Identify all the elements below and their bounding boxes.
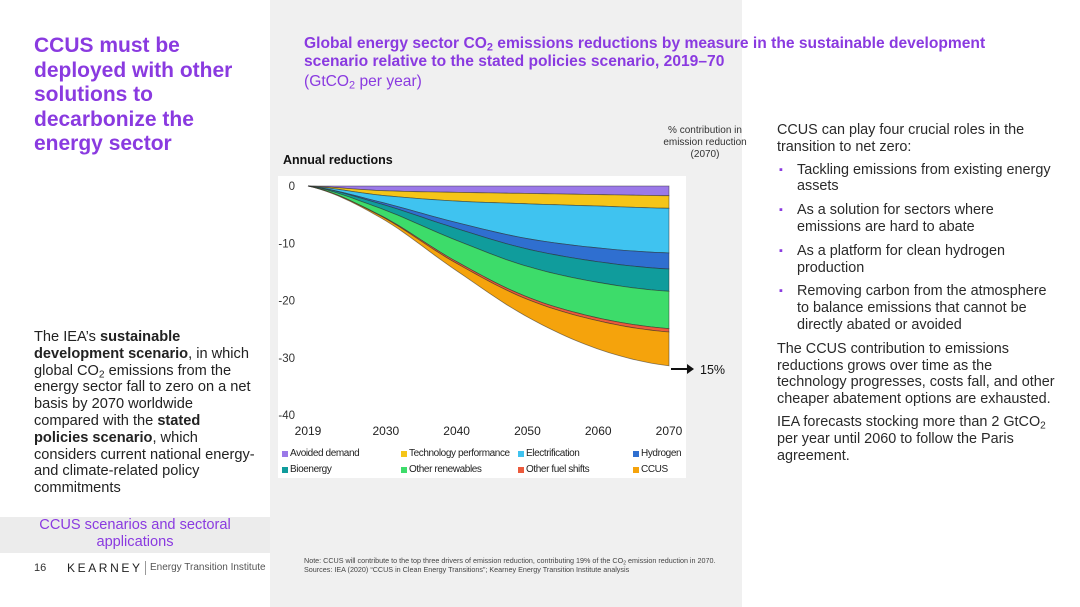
legend-label: Other renewables [409,464,482,475]
brand-subtitle: Energy Transition Institute [150,562,266,573]
footnote: Note: CCUS will contribute to the top th… [304,556,774,574]
right-panel [742,0,1080,607]
x-tick-label: 2030 [373,424,400,438]
roles-list-item-text: As a solution for sectors where emission… [797,202,994,235]
right-para-2: The CCUS contribution to emissions reduc… [777,340,1055,408]
chart-title-sub: 2 [486,41,493,54]
footnote-part: emission reduction in 2070. [626,556,716,565]
y-tick-label: -10 [278,238,295,250]
legend-swatch [401,451,407,457]
chart-title-part: Global energy sector CO [304,35,487,52]
slide-headline: CCUS must be deployed with other solutio… [34,34,233,155]
page-number: 16 [34,562,47,574]
legend-swatch [518,467,524,473]
y-tick-label: -30 [278,353,295,365]
legend-label: Other fuel shifts [526,464,590,475]
left-body-part: The IEA’s [34,329,100,345]
right-para-3-part: IEA forecasts stocking more than 2 GtCO [777,413,1041,430]
unit-part: (GtCO [304,73,350,90]
bullet-icon: ▪ [779,244,783,257]
x-tick-label: 2050 [514,424,541,438]
legend-label: Avoided demand [290,448,360,459]
ccus-pct-value: 15% [700,363,726,377]
bullet-icon: ▪ [779,163,783,176]
chart-title: Global energy sector CO2 emissions reduc… [304,35,1004,71]
legend-label: CCUS [641,464,668,475]
legend-label: Technology performance [409,448,510,459]
bullet-icon: ▪ [779,285,783,298]
chart-title-part: emissions reductions by measure in the s… [304,35,986,70]
footnote-sources: Sources: IEA (2020) “CCUS in Clean Energ… [304,565,630,574]
legend-label: Bioenergy [290,464,332,475]
panel-label: Annual reductions [283,153,393,167]
y-tick-label: 0 [289,181,295,193]
roles-list-item-text: Removing carbon from the atmosphere to b… [797,283,1047,333]
roles-list-item-text: As a platform for clean hydrogen product… [797,242,1005,276]
roles-list-item: ▪ Removing carbon from the atmosphere to … [777,283,1057,333]
section-label[interactable]: CCUS scenarios and sectoral applications [0,517,270,553]
legend-swatch [282,451,288,457]
unit-sub: 2 [349,79,356,92]
left-panel [0,0,270,607]
x-tick-label: 2060 [585,424,612,438]
right-text: CCUS can play four crucial roles in the … [777,122,1057,470]
roles-list-item: ▪ As a platform for clean hydrogen produc… [777,243,1057,277]
left-body-sub: 2 [98,369,105,381]
legend-swatch [633,451,639,457]
left-body-part: emissions from the energy sector fall to… [34,362,251,429]
legend-swatch [401,467,407,473]
area-ccus [307,185,670,367]
legend-label: Electrification [526,448,580,459]
right-para-3-sub: 2 [1040,420,1046,432]
roles-list: ▪ Tackling emissions from existing energy… [777,162,1057,334]
pct-arrow-icon [687,364,694,374]
chart-unit: (GtCO2 per year) [304,73,422,91]
legend-swatch [282,467,288,473]
roles-list-item: ▪ Tackling emissions from existing energy… [777,162,1057,196]
x-tick-label: 2070 [656,424,683,438]
right-intro: CCUS can play four crucial roles in the … [777,122,1025,155]
pct-contribution-header: % contribution in emission reduction (20… [663,125,747,160]
roles-list-item: ▪ As a solution for sectors where emissio… [777,202,1057,236]
legend-swatch [518,451,524,457]
brand-logo: KEARNEY [67,561,143,575]
y-tick-label: -20 [278,296,295,308]
x-tick-label: 2019 [295,424,322,438]
left-body-bold: stated policies scenario [34,412,201,446]
footnote-sub: 2 [623,560,627,567]
legend-swatch [633,467,639,473]
right-para-3: IEA forecasts stocking more than 2 GtCO2… [777,414,1057,464]
bullet-icon: ▪ [779,204,783,217]
roles-list-item-text: Tackling emissions from existing energy … [797,161,1051,195]
unit-part: per year) [355,73,422,90]
y-tick-label: -40 [278,410,295,422]
x-tick-label: 2040 [443,424,470,438]
footnote-part: Note: CCUS will contribute to the top th… [304,556,624,565]
left-body-bold: sustainable development scenario [34,329,189,362]
right-para-3-part: per year until 2060 to follow the Paris … [777,430,1014,464]
footer [0,553,270,607]
legend-label: Hydrogen [641,448,682,459]
left-body-text: The IEA’s sustainable development scenar… [34,329,256,497]
footnote-note: Note: CCUS will contribute to the top th… [304,556,774,567]
left-body-part: , which considers current national energ… [34,429,255,497]
brand-divider [145,561,146,575]
left-body-part: , in which global CO [34,345,249,379]
